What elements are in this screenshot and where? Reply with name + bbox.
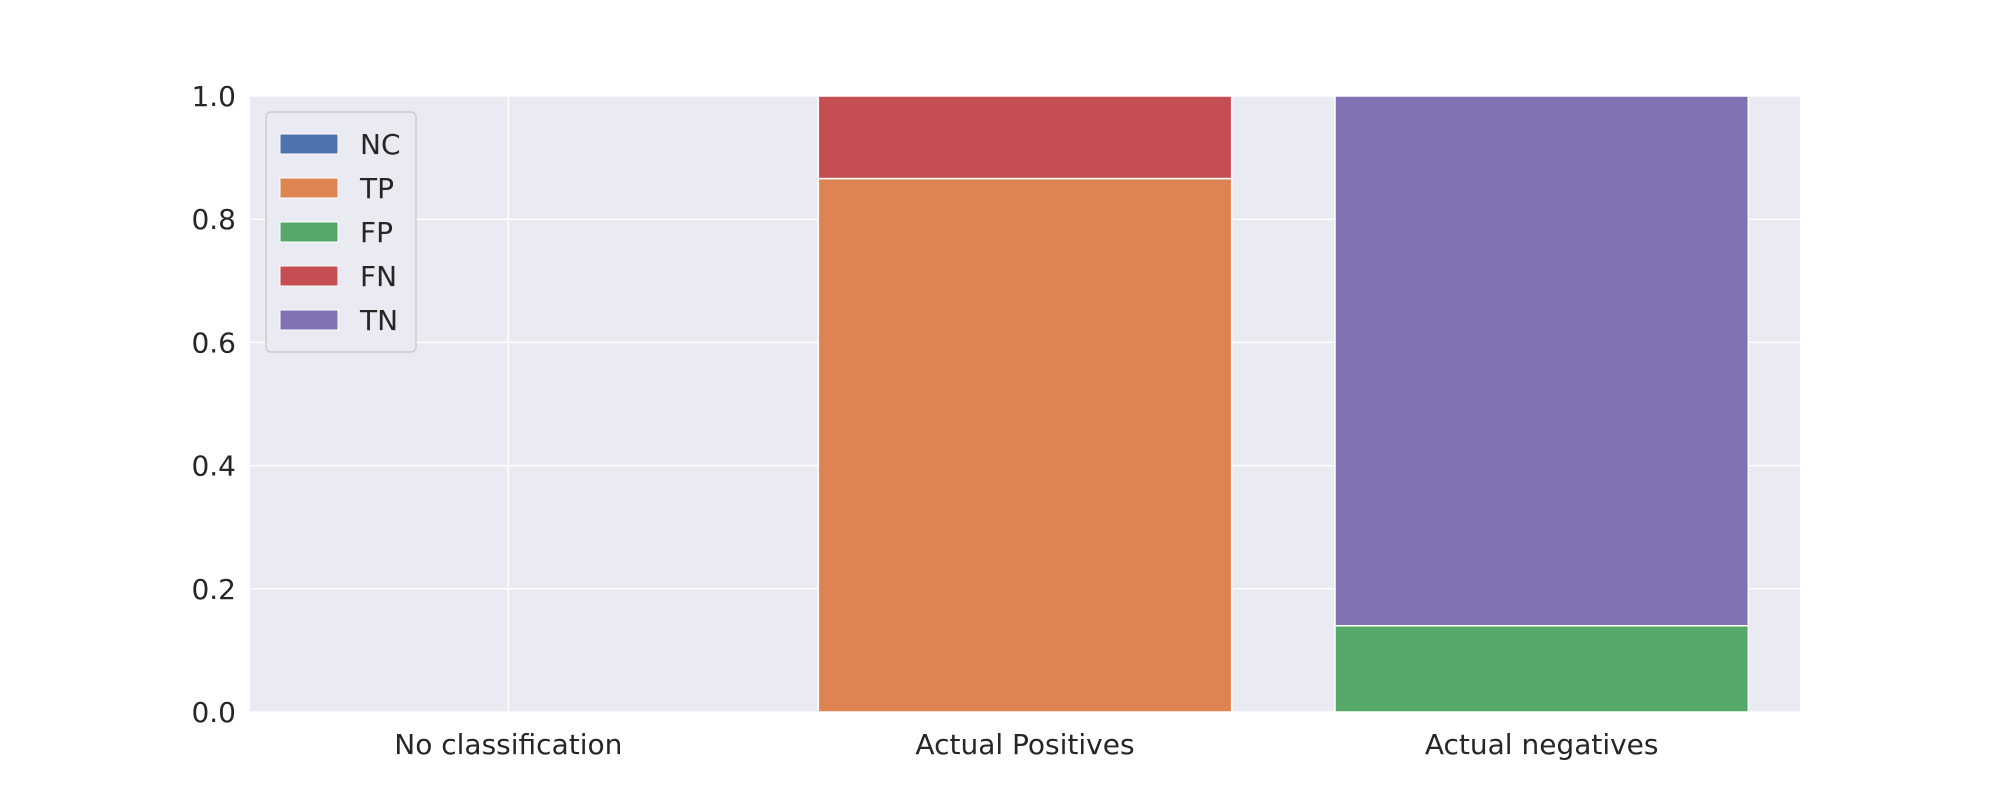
bar-fp-2 xyxy=(1334,625,1750,713)
legend-label-tn: TN xyxy=(359,304,398,337)
legend-swatch-tp xyxy=(279,177,339,199)
legend-swatch-fn xyxy=(279,265,339,287)
y-tick-label: 0.4 xyxy=(191,450,236,483)
y-tick-label: 0.8 xyxy=(191,203,236,236)
y-tick-label: 0.0 xyxy=(191,696,236,729)
legend-swatch-tn xyxy=(279,309,339,331)
x-tick-label: Actual negatives xyxy=(1425,728,1659,761)
legend-swatch-nc xyxy=(279,133,339,155)
legend-label-fn: FN xyxy=(360,260,397,293)
y-tick-label: 0.2 xyxy=(191,573,236,606)
bars xyxy=(817,95,1750,713)
legend-label-fp: FP xyxy=(360,216,393,249)
legend: NC TP FP FN TN xyxy=(265,111,417,353)
legend-swatch-fp xyxy=(279,221,339,243)
legend-label-tp: TP xyxy=(359,172,394,205)
y-tick-labels: 0.0 0.2 0.4 0.6 0.8 1.0 xyxy=(191,80,236,729)
bar-tp-1 xyxy=(817,177,1233,713)
bar-tn-2 xyxy=(1334,95,1750,627)
x-tick-label: No classification xyxy=(394,728,622,761)
y-tick-label: 0.6 xyxy=(191,326,236,359)
y-tick-label: 1.0 xyxy=(191,80,236,113)
legend-label-nc: NC xyxy=(360,128,401,161)
x-tick-label: Actual Positives xyxy=(915,728,1134,761)
x-tick-labels: No classification Actual Positives Actual … xyxy=(394,728,1658,761)
legend-frame xyxy=(265,111,417,353)
bar-fn-1 xyxy=(817,95,1233,180)
